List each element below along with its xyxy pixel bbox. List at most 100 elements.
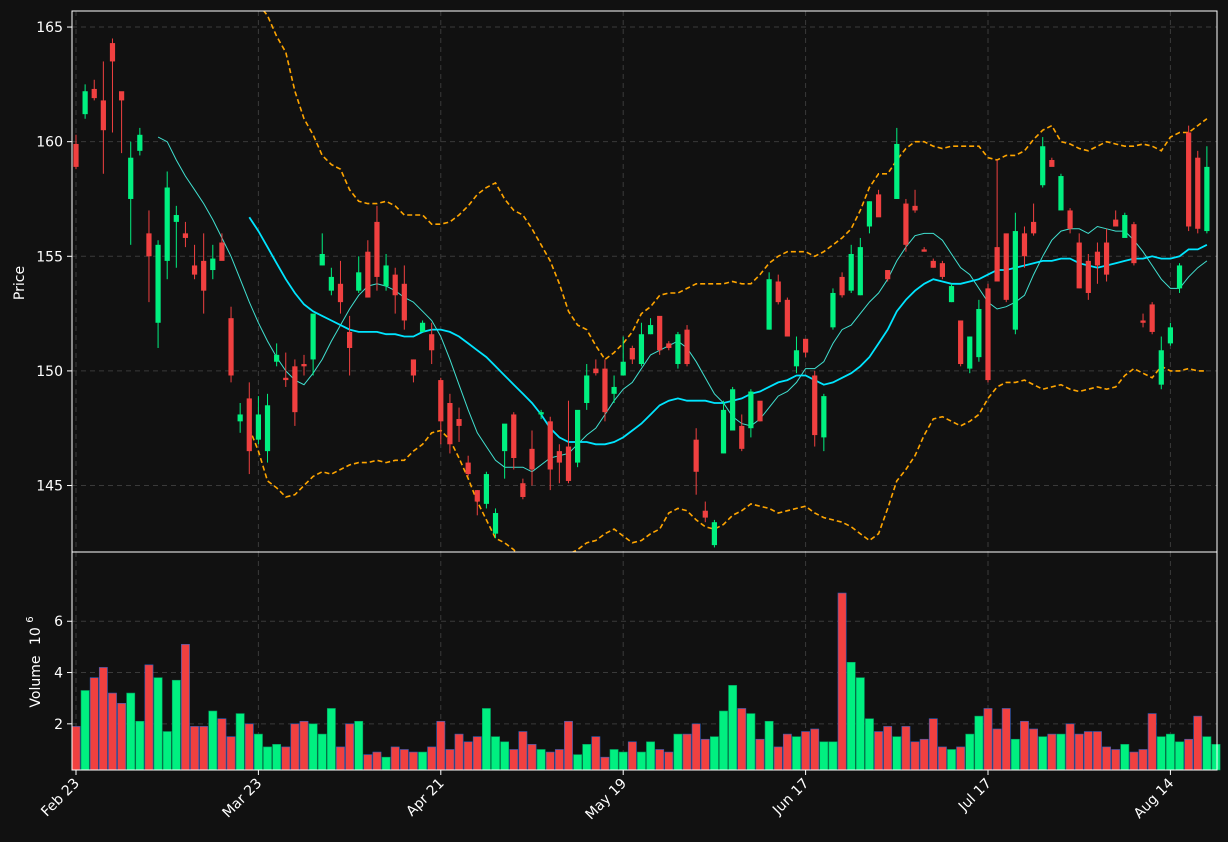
volume-bar xyxy=(782,733,792,771)
candle-body xyxy=(675,334,681,365)
volume-bar xyxy=(728,685,738,771)
candle-body xyxy=(1031,221,1037,234)
grid-layer xyxy=(72,11,1217,770)
candle-body xyxy=(702,510,708,518)
candle-body xyxy=(191,265,198,275)
candle-body xyxy=(347,331,353,348)
candle-body xyxy=(766,279,772,330)
candle-body xyxy=(228,318,234,376)
candle-body xyxy=(337,283,344,303)
candle-body xyxy=(1204,166,1210,232)
volume-bar xyxy=(1038,736,1048,771)
candle-body xyxy=(967,336,973,369)
volume-bar xyxy=(345,723,354,771)
candle-body xyxy=(255,414,261,440)
candle-body xyxy=(638,334,645,365)
candle-body xyxy=(921,249,927,252)
volume-bar xyxy=(263,746,272,771)
candle-body xyxy=(292,366,298,413)
candle-body xyxy=(602,368,608,413)
candle-body xyxy=(812,375,818,436)
volume-bar xyxy=(536,749,546,771)
bollinger-bands xyxy=(248,11,1208,552)
volume-bar xyxy=(992,728,1002,771)
volume-bar xyxy=(773,746,783,771)
bollinger-upper-line xyxy=(262,11,1208,361)
candle-body xyxy=(474,490,480,502)
volume-axis-exponent-power: 6 xyxy=(25,616,36,622)
volume-bar xyxy=(573,754,582,771)
volume-bar xyxy=(901,726,911,771)
candle-body xyxy=(1076,242,1082,289)
candle-body xyxy=(492,513,499,534)
candle-body xyxy=(1167,327,1173,344)
moving-averages xyxy=(157,136,1208,473)
volume-bar xyxy=(190,726,199,771)
volume-bar xyxy=(1129,751,1139,771)
volume-bar xyxy=(144,664,154,771)
candle-body xyxy=(155,244,161,323)
candle-body xyxy=(948,286,955,303)
volume-bar xyxy=(1184,738,1194,771)
candle-body xyxy=(748,391,754,429)
candle-body xyxy=(848,253,854,291)
volume-bar xyxy=(545,751,555,771)
volume-bar xyxy=(354,720,364,771)
candle-body xyxy=(593,368,599,374)
volume-bar xyxy=(965,733,975,771)
price-axis-label: Price xyxy=(12,266,28,300)
candle-body xyxy=(1058,176,1064,211)
volume-bar xyxy=(454,733,464,771)
volume-bar xyxy=(1083,731,1093,771)
volume-bar xyxy=(910,741,920,771)
candle-body xyxy=(611,386,617,394)
volume-bar xyxy=(883,726,893,771)
volume-bar xyxy=(181,644,190,771)
candle-body xyxy=(182,233,189,238)
candle-body xyxy=(1140,320,1146,323)
volume-bar xyxy=(491,736,500,771)
volume-bar xyxy=(208,710,218,771)
volume-bar xyxy=(700,738,710,771)
candle-body xyxy=(684,329,690,365)
candle-body xyxy=(310,313,316,360)
volume-bar xyxy=(436,720,446,771)
volume-bar xyxy=(983,708,993,771)
candle-body xyxy=(894,143,900,199)
candle-body xyxy=(565,446,572,481)
candle-body xyxy=(410,359,417,376)
candle-body xyxy=(939,263,945,277)
candle-body xyxy=(821,396,827,438)
candle-body xyxy=(447,402,453,445)
candle-body xyxy=(365,251,371,298)
volume-bar xyxy=(554,749,564,771)
volume-bar xyxy=(919,738,929,771)
candle-body xyxy=(119,91,125,101)
volume-panel-frame xyxy=(71,551,1218,771)
volume-bar xyxy=(855,677,865,771)
candle-body xyxy=(958,320,964,365)
volume-tick-label: 2 xyxy=(54,717,63,733)
volume-bar xyxy=(1047,733,1057,771)
ma-short-line xyxy=(157,136,1208,473)
candle-body xyxy=(264,405,271,452)
candle-body xyxy=(374,221,380,277)
volume-bar xyxy=(655,749,665,771)
volume-bar xyxy=(463,741,473,771)
volume-bar xyxy=(1010,738,1020,771)
volume-bar xyxy=(673,733,683,771)
volume-bar xyxy=(217,718,227,771)
volume-bar xyxy=(682,733,692,771)
candle-body xyxy=(1113,219,1119,227)
volume-bar xyxy=(363,754,373,771)
volume-bar xyxy=(108,692,117,771)
candle-body xyxy=(1094,251,1101,266)
candle-body xyxy=(803,338,809,353)
candle-body xyxy=(128,157,134,199)
candle-body xyxy=(1195,157,1201,229)
volume-bar xyxy=(399,749,409,771)
volume-bar xyxy=(1102,746,1111,771)
volume-bar xyxy=(956,746,966,771)
volume-bar xyxy=(390,746,400,771)
